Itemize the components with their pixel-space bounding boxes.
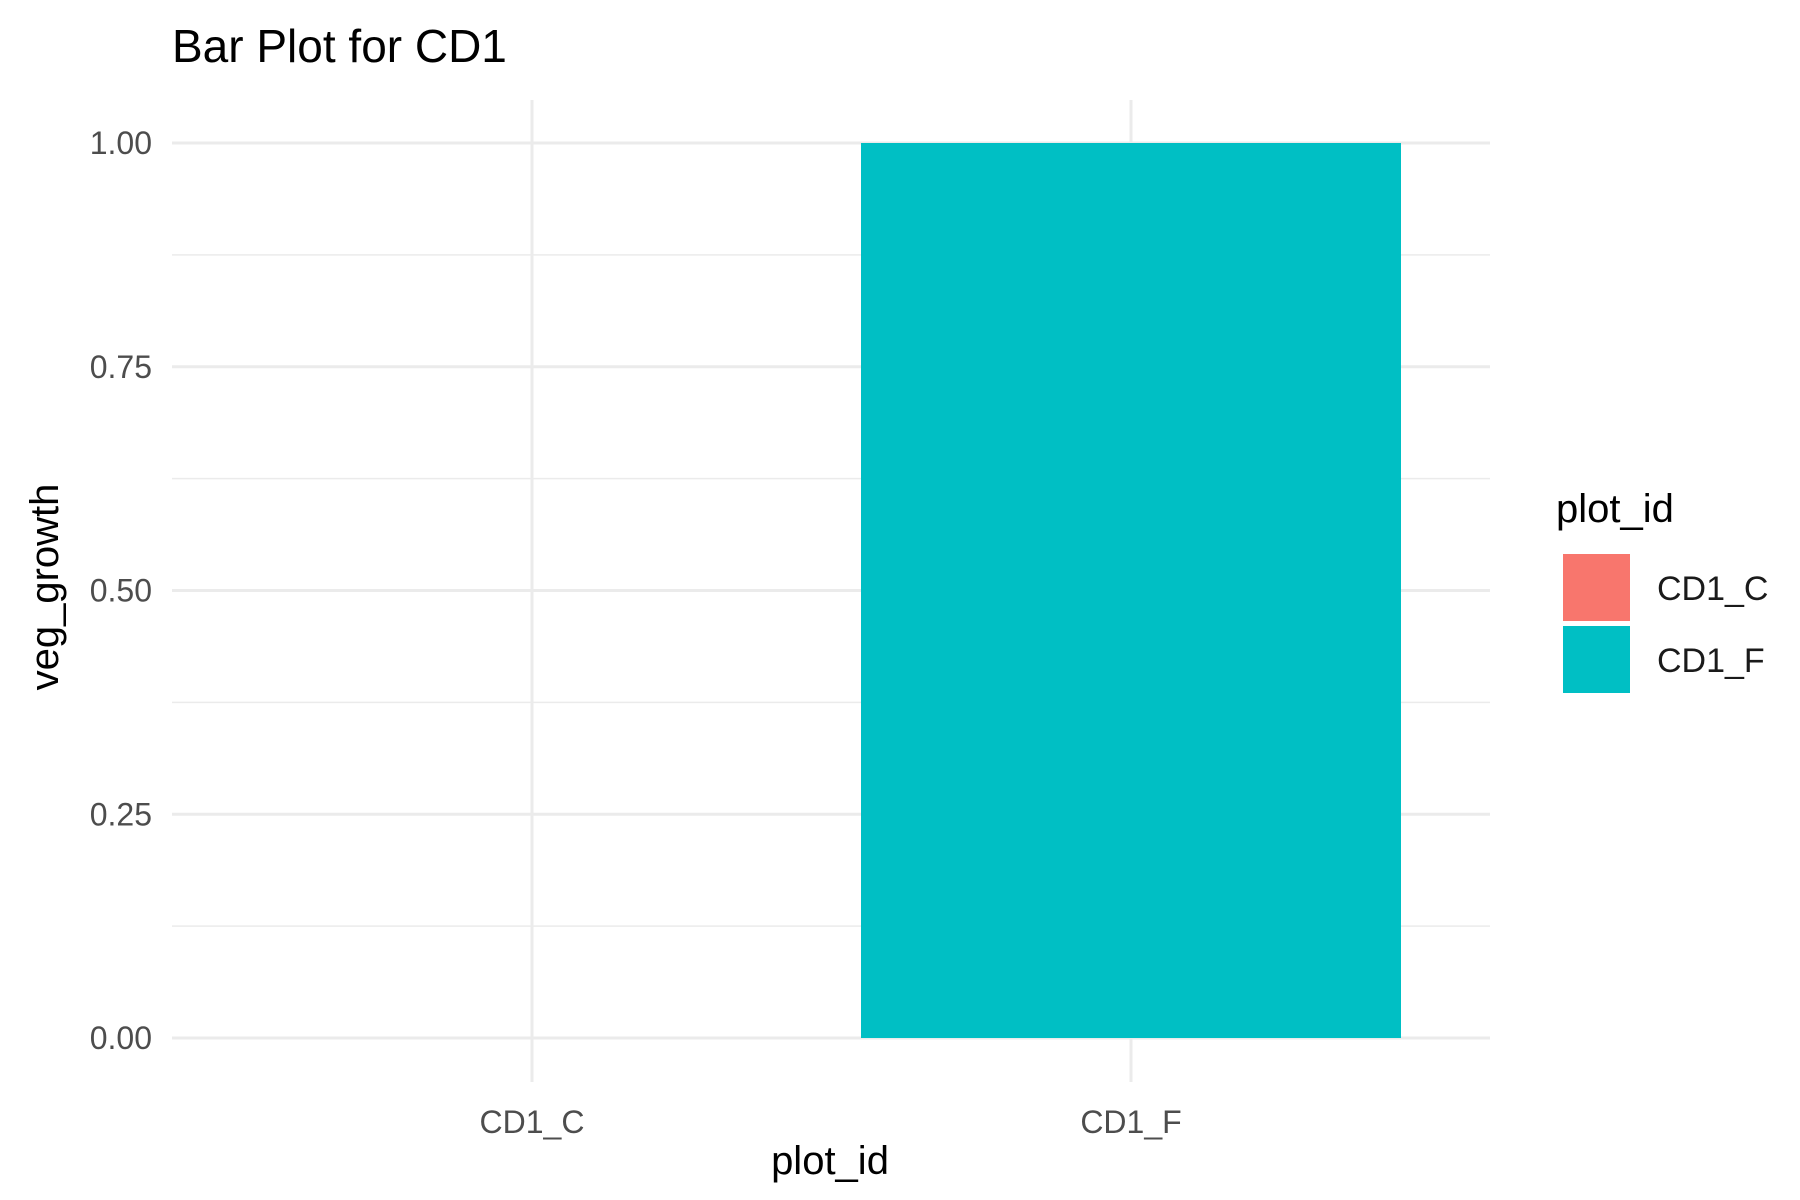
y-tick-label: 0.25 — [90, 796, 152, 832]
legend-title: plot_id — [1556, 487, 1674, 531]
bar-cd1-f — [861, 143, 1401, 1038]
legend-label: CD1_F — [1657, 642, 1765, 680]
x-axis-ticks: CD1_C CD1_F — [480, 1104, 1182, 1140]
chart-title: Bar Plot for CD1 — [172, 20, 507, 72]
y-tick-label: 0.75 — [90, 349, 152, 385]
legend-label: CD1_C — [1657, 570, 1768, 608]
bars — [861, 143, 1401, 1038]
legend-swatch — [1563, 626, 1630, 693]
legend-swatch — [1563, 554, 1630, 621]
x-tick-label: CD1_C — [480, 1104, 585, 1140]
y-tick-label: 1.00 — [90, 125, 152, 161]
x-axis-title: plot_id — [771, 1139, 889, 1183]
y-axis-ticks: 0.00 0.25 0.50 0.75 1.00 — [90, 125, 152, 1056]
y-tick-label: 0.50 — [90, 573, 152, 609]
x-tick-label: CD1_F — [1080, 1104, 1181, 1140]
legend: plot_id CD1_C CD1_F — [1556, 487, 1768, 693]
y-tick-label: 0.00 — [90, 1020, 152, 1056]
y-axis-title: veg_growth — [23, 484, 67, 691]
